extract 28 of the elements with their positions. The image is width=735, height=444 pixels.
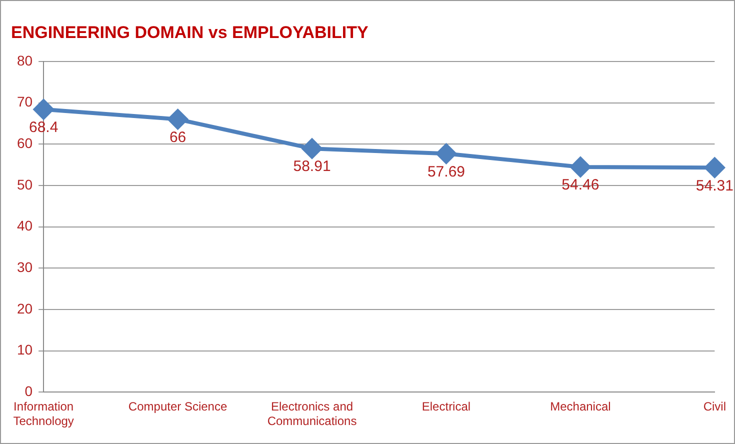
x-tick-label: Computer Science <box>128 400 228 414</box>
data-label: 66 <box>169 128 186 146</box>
chart-title: ENGINEERING DOMAIN vs EMPLOYABILITY <box>11 22 370 42</box>
y-tick-label: 0 <box>24 383 33 400</box>
y-tick-label: 50 <box>16 176 33 192</box>
point <box>302 138 322 159</box>
point <box>34 99 54 120</box>
x-tick-label: Civil <box>703 400 726 414</box>
point <box>570 157 590 178</box>
y-tick-label: 30 <box>16 259 33 276</box>
data-label: 68.4 <box>28 119 58 136</box>
x-tick-label: Electronics and Communications <box>267 400 357 428</box>
y-tick-label: 70 <box>16 94 33 110</box>
y-tick-label: 20 <box>16 300 33 316</box>
data-label: 54.31 <box>696 177 734 194</box>
x-tick-label: Information Technology <box>13 400 74 428</box>
data-label: 57.69 <box>427 163 466 180</box>
data-label: 58.91 <box>293 158 331 176</box>
y-tick-label: 10 <box>16 342 33 358</box>
y-tick-label: 80 <box>16 52 33 68</box>
point <box>436 144 456 164</box>
data-label: 54.46 <box>562 176 600 194</box>
point <box>704 158 725 178</box>
point <box>168 109 188 130</box>
x-tick-label: Electrical <box>422 400 471 414</box>
y-tick-label: 60 <box>16 134 33 151</box>
x-tick-label: Mechanical <box>550 400 611 414</box>
y-tick-label: 40 <box>16 218 33 234</box>
